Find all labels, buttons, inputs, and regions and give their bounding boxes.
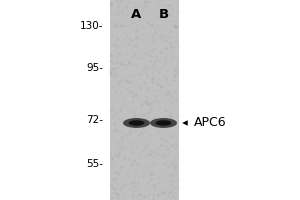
Text: 130-: 130- <box>80 21 104 31</box>
Text: 95-: 95- <box>86 63 103 73</box>
Text: APC6: APC6 <box>194 116 226 130</box>
Ellipse shape <box>123 118 150 128</box>
Text: 72-: 72- <box>86 115 103 125</box>
Ellipse shape <box>156 120 171 126</box>
Text: B: B <box>158 8 169 21</box>
Text: A: A <box>131 8 142 21</box>
Ellipse shape <box>150 118 177 128</box>
Ellipse shape <box>129 120 144 126</box>
Text: 55-: 55- <box>86 159 103 169</box>
Bar <box>110 0 178 200</box>
